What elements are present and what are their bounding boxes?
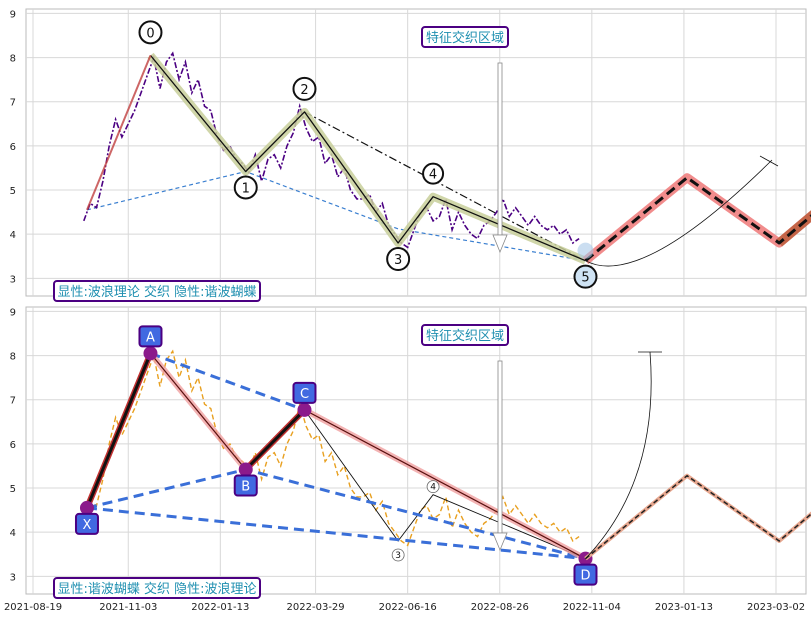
harmonic-label-box [138, 325, 163, 348]
feature-box-label: 特征交织区域 [426, 30, 504, 46]
y-tick-label: 7 [10, 98, 16, 109]
x-tick-label: 2022-11-04 [563, 602, 621, 613]
feature-box-label-bottom: 特征交织区域 [426, 328, 504, 344]
x-tick-label: 2022-03-29 [287, 602, 345, 613]
feature-box [421, 26, 509, 48]
wave-label: 4 [429, 168, 437, 183]
harmonic-label: B [241, 479, 250, 494]
wave-label-circle [233, 175, 258, 200]
harmonic-label-box [292, 381, 317, 404]
wave-start-leg [86, 55, 152, 211]
caption-box-bottom [53, 577, 261, 599]
y-tick-label: 3 [10, 274, 16, 285]
wave-marker-label: 4 [430, 483, 436, 493]
projection-arc [585, 159, 773, 267]
plot-layer [79, 51, 811, 566]
caption-label: 显性:波浪理论 交织 隐性:谐波蝴蝶 [57, 284, 256, 300]
wave-line [149, 54, 586, 262]
y-tick-label: 5 [10, 186, 16, 197]
wave-label-circle [292, 76, 317, 101]
y-tick-label: 6 [10, 440, 16, 451]
x-tick-label: 2022-01-13 [191, 602, 249, 613]
x-tick-label: 2022-08-26 [471, 602, 529, 613]
harmonic-point-dot [238, 462, 253, 477]
y-tick-label: 9 [10, 9, 16, 20]
y-tick-label: 8 [10, 54, 16, 65]
harmonic-label: X [83, 518, 92, 533]
harmonic-label: A [146, 330, 155, 345]
arrow-shaft [497, 62, 503, 236]
harmonic-point-dot [297, 402, 312, 417]
x-tick-label: 2023-01-13 [655, 602, 713, 613]
highlight-dot [577, 242, 594, 259]
y-tick-label: 9 [10, 307, 16, 318]
wave-label-circle [422, 162, 445, 185]
harmonic-label: C [300, 387, 309, 402]
harmonic-point-dot [143, 346, 158, 361]
arrow-shaft-bottom [497, 360, 503, 534]
y-tick-label: 6 [10, 142, 16, 153]
x-tick-label: 2021-11-03 [99, 602, 157, 613]
harmonic-label-box [74, 512, 99, 535]
harmonic-label-box [573, 563, 598, 586]
arrow-head-bottom [492, 532, 508, 552]
wave-label: 0 [146, 26, 154, 41]
projection-glow-end [776, 210, 811, 247]
leg-ab [150, 353, 247, 470]
x-tick-label: 2023-03-02 [747, 602, 805, 613]
arc-endcap [759, 155, 779, 167]
wave-label: 1 [242, 181, 250, 196]
y-tick-label: 4 [10, 230, 16, 241]
top-panel-frame [25, 8, 807, 297]
harmonic-point-dot [79, 500, 94, 515]
projection-arc-bottom [585, 351, 652, 559]
wave-label: 5 [581, 271, 589, 286]
y-tick-label: 7 [10, 396, 16, 407]
leg-xa [85, 352, 152, 509]
harmonic-label-box [233, 474, 258, 497]
arrow-head [492, 234, 508, 254]
projection-dashed [584, 176, 811, 262]
wave-marker-circle [391, 548, 405, 562]
wave-thin-line [304, 409, 586, 560]
wave-marker-label: 3 [395, 551, 401, 561]
leg-cd [304, 409, 586, 560]
harmonic-label: D [580, 569, 590, 584]
label-layer: 2021-08-19 2021-11-03 2022-01-13 2022-03-29… [4, 9, 805, 613]
wave-label: 2 [300, 83, 308, 98]
feature-box-bottom [421, 324, 509, 346]
caption-box [53, 280, 261, 302]
x-tick-label: 2022-06-16 [379, 602, 437, 613]
y-tick-label: 8 [10, 352, 16, 363]
wave-marker-circle [426, 480, 440, 494]
wave-label-circle [386, 247, 411, 272]
y-tick-label: 4 [10, 528, 16, 539]
y-tick-label: 5 [10, 484, 16, 495]
wave-label: 3 [394, 253, 402, 268]
wave-label-circle [138, 20, 163, 45]
harmonic-xd [86, 506, 586, 561]
connector-dashed [86, 170, 586, 262]
leg-bc [244, 408, 306, 471]
wave-label-circle [573, 264, 598, 289]
caption-label-bottom: 显性:谐波蝴蝶 交织 隐性:波浪理论 [57, 581, 256, 597]
x-tick-label: 2021-08-19 [4, 602, 62, 613]
y-tick-label: 3 [10, 572, 16, 583]
projection-bottom [585, 474, 811, 560]
trend-dashdot [304, 111, 586, 262]
grid-layer [26, 9, 806, 594]
bottom-panel-frame [25, 306, 807, 595]
harmonic-ac [149, 351, 306, 412]
